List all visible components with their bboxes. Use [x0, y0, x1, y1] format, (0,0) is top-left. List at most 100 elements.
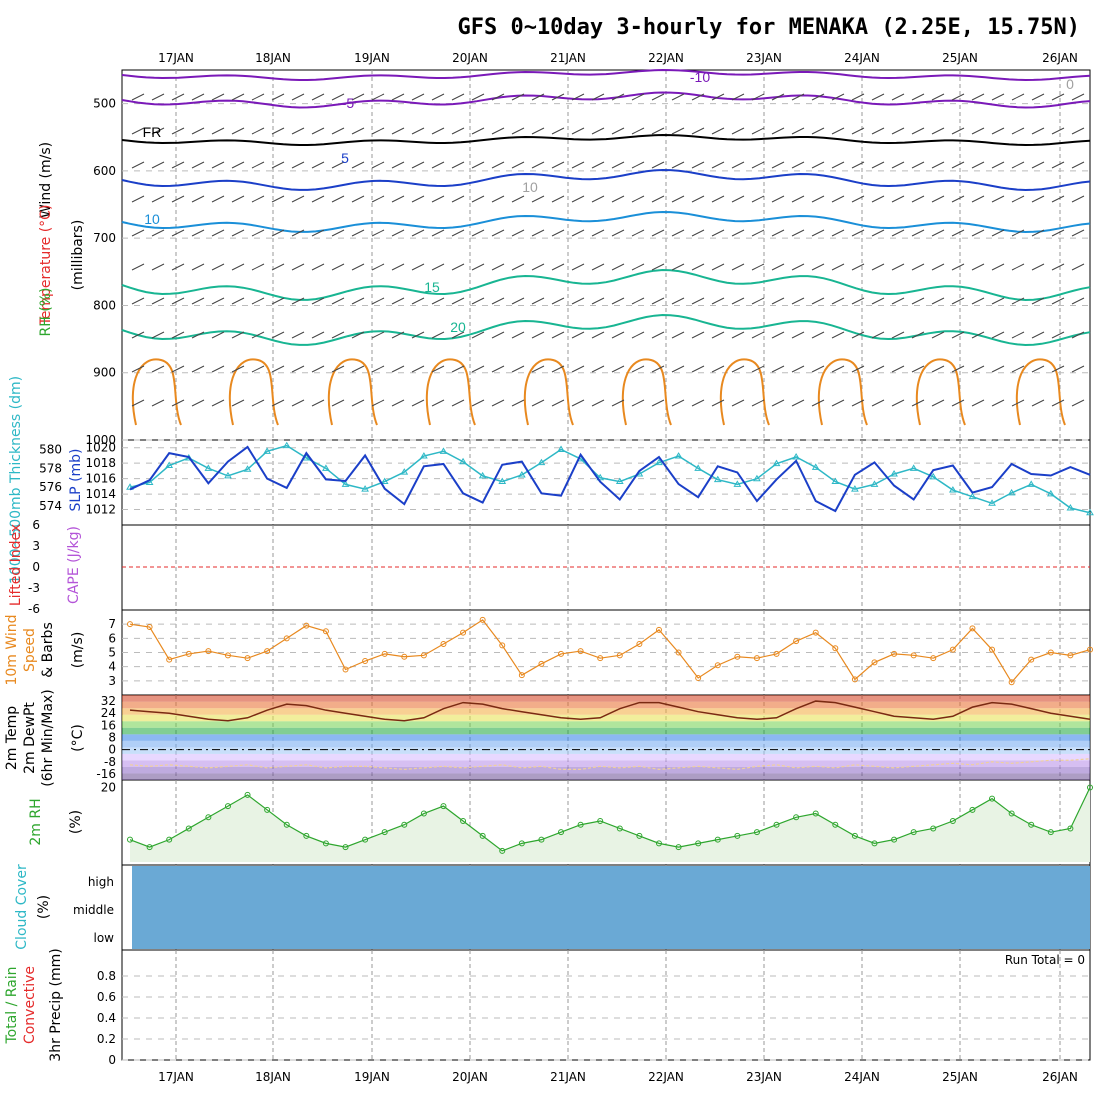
wind-barb [811, 229, 825, 237]
wind-barb [491, 263, 505, 271]
wind-barb [171, 229, 185, 237]
wind10-point [1028, 656, 1035, 663]
thickness-point [733, 480, 742, 487]
wind-barb [251, 297, 265, 305]
wind-barb [351, 399, 365, 407]
wind-barb [1051, 229, 1065, 237]
wind-barb [391, 93, 405, 101]
temp-tick: -8 [104, 755, 116, 769]
temp-band [122, 708, 1090, 715]
wind-barb [691, 93, 705, 101]
rh2m-point [264, 806, 271, 813]
wind-barb [371, 93, 385, 101]
wind-barb [291, 331, 305, 339]
wind-barb [931, 229, 945, 237]
wind-barb [951, 127, 965, 135]
slp-tick: 1014 [85, 487, 116, 501]
wind-barb [431, 93, 445, 101]
wind-barb [791, 195, 805, 203]
wind-barb [331, 331, 345, 339]
pressure-tick: 800 [93, 298, 116, 312]
wind-barb [311, 331, 325, 339]
wind-barb [611, 365, 625, 373]
rh2m-point [597, 818, 604, 824]
pressure-tick: 900 [93, 366, 116, 380]
lifted-tick: -6 [28, 602, 40, 616]
wind-barb [491, 331, 505, 339]
wind-barb [211, 331, 225, 339]
wind-barb [831, 127, 845, 135]
thickness-point [322, 464, 330, 471]
wind-barb [411, 331, 425, 339]
cloud-row-label: high [88, 875, 114, 889]
rh2m-point [205, 814, 212, 821]
temp2m-line [129, 700, 1091, 722]
wind10-point [753, 655, 760, 662]
rh2m-point [342, 844, 349, 851]
contour-20 [121, 313, 1091, 347]
wind-barb [331, 229, 345, 237]
wind-barb [991, 229, 1005, 237]
wind-barb [811, 161, 825, 169]
contour-label: 15 [424, 279, 440, 295]
wind-barb [551, 195, 565, 203]
top-day-label: 17JAN [158, 51, 194, 65]
wind-barb [691, 229, 705, 237]
wind10-point [264, 648, 271, 655]
wind-barb [951, 195, 965, 203]
temp-band [122, 695, 1090, 702]
wind-barb [451, 263, 465, 271]
wind-barb [651, 195, 665, 203]
wind-barb [531, 263, 545, 271]
wind-barb [191, 161, 205, 169]
contour-surface-warm [228, 358, 279, 426]
wind-barb [711, 331, 725, 339]
wind-barb [551, 229, 565, 237]
wind-barb [191, 229, 205, 237]
top-day-label: 18JAN [255, 51, 291, 65]
panel-side-label: Wind (m/s) [38, 142, 54, 218]
wind-barb [951, 229, 965, 237]
wind-barb [651, 399, 665, 407]
wind-barb [471, 365, 485, 373]
wind-barb [311, 229, 325, 237]
wind-barb [411, 161, 425, 169]
wind10-point [460, 629, 467, 636]
wind-barb [291, 229, 305, 237]
top-day-label: 24JAN [844, 51, 880, 65]
wind-barb [311, 93, 325, 101]
panel-side-label: 3hr Precip (mm) [48, 948, 64, 1061]
thickness-point [772, 459, 781, 467]
wind10-point [616, 652, 623, 659]
thickness-point [929, 472, 938, 480]
wind-barb [991, 365, 1005, 373]
thickness-point [615, 477, 624, 485]
wind10-point [734, 653, 741, 660]
wind-barb [331, 297, 345, 305]
wind-barb [531, 297, 545, 305]
wind-barb [711, 263, 725, 271]
wind-barb [551, 93, 565, 101]
wind10-point [714, 662, 721, 669]
wind-barb [751, 263, 765, 271]
wind-barb [951, 161, 965, 169]
wind-barb [591, 229, 605, 237]
wind-barb [771, 263, 785, 271]
slp-tick: 1018 [85, 456, 116, 470]
wind-barb [391, 161, 405, 169]
wind10-point [401, 653, 408, 660]
rh2m-point [362, 836, 369, 843]
wind-barb [511, 127, 525, 135]
thickness-tick: 574 [39, 499, 62, 513]
rh2m-point [127, 836, 133, 843]
wind-barb [431, 161, 445, 169]
wind-barb [571, 399, 585, 407]
wind-barb [991, 195, 1005, 203]
thickness-point [243, 465, 252, 472]
wind-barb [951, 331, 965, 339]
wind-barb [811, 399, 825, 407]
thickness-point [811, 463, 820, 470]
wind-barb [271, 127, 285, 135]
wind-barb [871, 229, 885, 237]
wind10-point [166, 656, 173, 663]
